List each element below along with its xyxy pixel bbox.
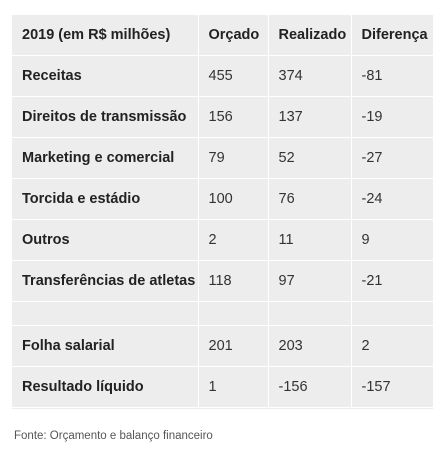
- column-header-budgeted: Orçado: [198, 15, 269, 56]
- cell-difference: -24: [351, 178, 433, 220]
- cell-actual: 374: [268, 55, 352, 97]
- cell-actual: -156: [268, 366, 352, 408]
- table-row: Marketing e comercial 79 52 -27: [12, 137, 433, 179]
- column-header-difference: Diferença: [351, 15, 433, 56]
- budget-table: 2019 (em R$ milhões) Orçado Realizado Di…: [12, 15, 433, 408]
- cell-budgeted: 2: [198, 219, 269, 261]
- cell-difference: 2: [351, 325, 433, 367]
- row-label: Receitas: [12, 55, 199, 97]
- row-label: Direitos de transmissão: [12, 96, 199, 138]
- cell-budgeted: 201: [198, 325, 269, 367]
- cell-actual: 97: [268, 260, 352, 302]
- cell-difference: -157: [351, 366, 433, 408]
- table-row: Transferências de atletas 118 97 -21: [12, 260, 433, 302]
- budget-table-container: 2019 (em R$ milhões) Orçado Realizado Di…: [12, 15, 433, 409]
- cell-difference: -81: [351, 55, 433, 97]
- column-header-period: 2019 (em R$ milhões): [12, 15, 199, 56]
- spacer-cell: [351, 301, 433, 326]
- cell-actual: 52: [268, 137, 352, 179]
- cell-actual: 203: [268, 325, 352, 367]
- cell-difference: 9: [351, 219, 433, 261]
- cell-budgeted: 100: [198, 178, 269, 220]
- table-row: Direitos de transmissão 156 137 -19: [12, 96, 433, 138]
- source-note: Fonte: Orçamento e balanço financeiro: [14, 430, 213, 442]
- cell-difference: -27: [351, 137, 433, 179]
- cell-budgeted: 455: [198, 55, 269, 97]
- spacer-cell: [268, 301, 352, 326]
- cell-budgeted: 156: [198, 96, 269, 138]
- cell-budgeted: 79: [198, 137, 269, 179]
- row-label: Resultado líquido: [12, 366, 199, 408]
- table-spacer-row: [12, 301, 433, 326]
- row-label: Folha salarial: [12, 325, 199, 367]
- row-label: Outros: [12, 219, 199, 261]
- cell-difference: -21: [351, 260, 433, 302]
- table-row: Resultado líquido 1 -156 -157: [12, 366, 433, 408]
- spacer-cell: [198, 301, 269, 326]
- table-row: Folha salarial 201 203 2: [12, 325, 433, 367]
- column-header-actual: Realizado: [268, 15, 352, 56]
- table-row: Torcida e estádio 100 76 -24: [12, 178, 433, 220]
- cell-budgeted: 118: [198, 260, 269, 302]
- spacer-cell: [12, 301, 199, 326]
- cell-budgeted: 1: [198, 366, 269, 408]
- cell-actual: 76: [268, 178, 352, 220]
- cell-actual: 11: [268, 219, 352, 261]
- cell-difference: -19: [351, 96, 433, 138]
- row-label: Torcida e estádio: [12, 178, 199, 220]
- cell-actual: 137: [268, 96, 352, 138]
- table-row: Outros 2 11 9: [12, 219, 433, 261]
- row-label: Transferências de atletas: [12, 260, 199, 302]
- table-row: Receitas 455 374 -81: [12, 55, 433, 97]
- row-label: Marketing e comercial: [12, 137, 199, 179]
- table-header-row: 2019 (em R$ milhões) Orçado Realizado Di…: [12, 15, 433, 56]
